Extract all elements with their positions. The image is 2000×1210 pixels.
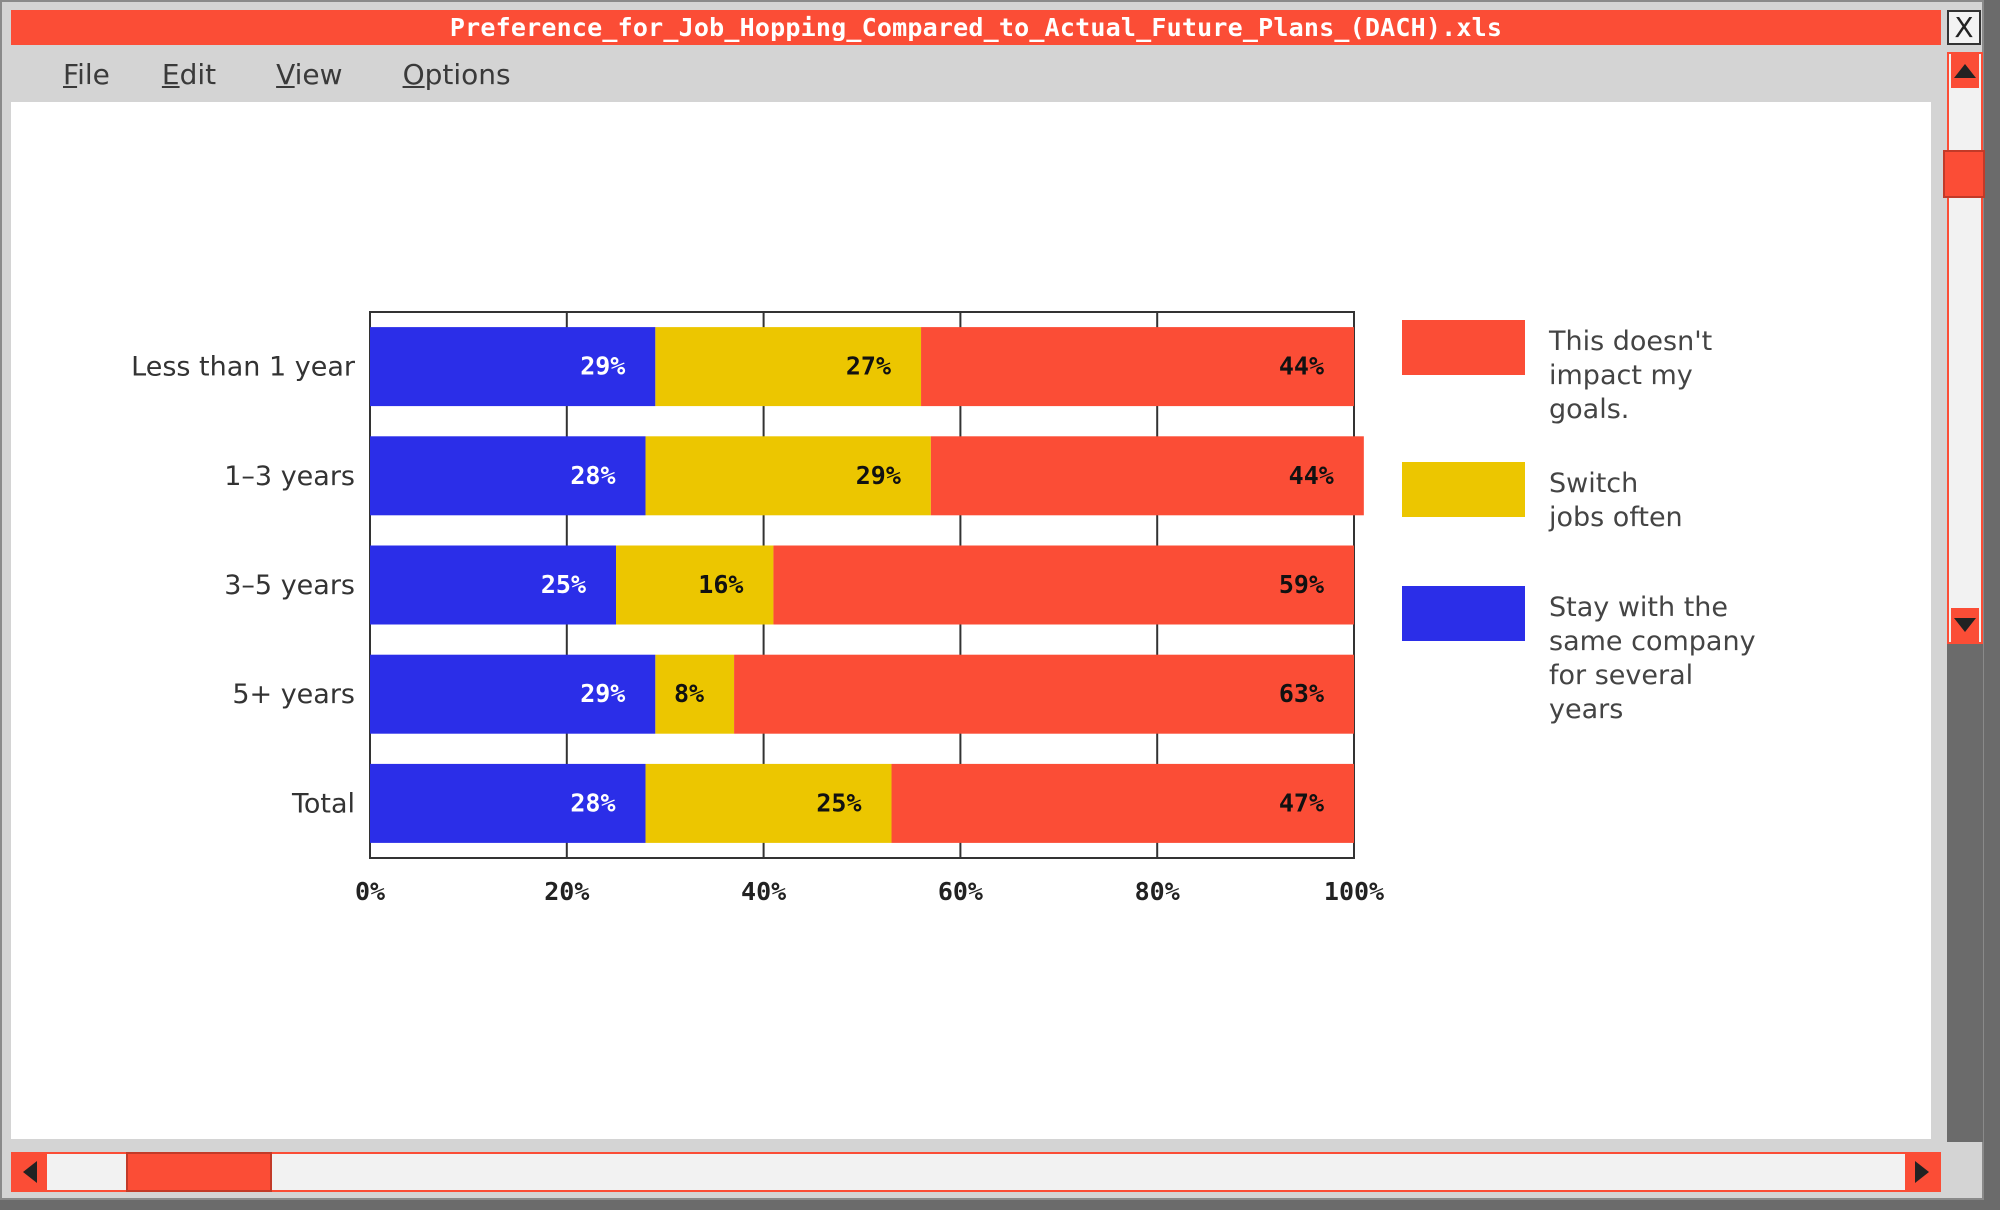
legend-label-line: impact my <box>1549 360 1693 391</box>
bar-segment <box>370 545 616 625</box>
legend-label-line: This doesn't <box>1548 326 1712 357</box>
x-tick-label: 40% <box>741 877 786 906</box>
menu-edit-rest: dit <box>179 57 217 91</box>
data-label: 27% <box>846 352 891 381</box>
bar-segment <box>921 327 1354 407</box>
data-label: 29% <box>856 461 901 490</box>
menu-options[interactable]: Options <box>403 58 511 91</box>
scrollbar-gutter <box>1947 644 1983 1142</box>
data-label: 63% <box>1279 679 1324 708</box>
title-bar: Preference_for_Job_Hopping_Compared_to_A… <box>11 10 1941 45</box>
legend-swatch <box>1402 320 1525 375</box>
menu-file-rest: ile <box>77 57 110 91</box>
bar-segment <box>370 327 656 407</box>
data-label: 25% <box>816 788 861 817</box>
menu-options-rest: ptions <box>424 57 511 91</box>
data-label: 29% <box>580 679 625 708</box>
legend-label-line: Switch <box>1549 468 1638 499</box>
horizontal-scroll-thumb[interactable] <box>126 1152 272 1192</box>
legend-label-line: Stay with the <box>1549 592 1728 623</box>
data-label: 28% <box>570 788 615 817</box>
legend-swatch <box>1402 586 1525 641</box>
menu-edit-accel: E <box>161 57 180 91</box>
data-label: 59% <box>1279 570 1324 599</box>
chart-area: 0% 20% 40% 60% 80% 100% Less than 1 year 29% 27%… <box>11 102 1931 1139</box>
arrow-left-icon <box>23 1161 37 1183</box>
bar-segment <box>370 436 646 516</box>
x-tick-label: 20% <box>544 877 589 906</box>
legend-label: Stay with the same company for several year… <box>1549 592 1756 725</box>
x-tick-label: 80% <box>1135 877 1180 906</box>
menu-edit[interactable]: Edit <box>162 58 216 91</box>
data-label: 29% <box>580 352 625 381</box>
arrow-down-icon <box>1954 618 1976 632</box>
data-label: 25% <box>541 570 586 599</box>
category-label: Total <box>291 788 355 819</box>
bar-segment <box>645 763 892 843</box>
menu-file[interactable]: File <box>63 58 110 91</box>
arrow-up-icon <box>1954 64 1976 78</box>
bar-segment <box>773 545 1354 625</box>
scroll-up-button[interactable] <box>1951 54 1979 88</box>
menu-view[interactable]: View <box>276 58 342 91</box>
scroll-right-button[interactable] <box>1905 1154 1939 1190</box>
legend-label-line: same company <box>1549 626 1756 657</box>
close-icon: X <box>1954 11 1974 44</box>
legend-label: This doesn't impact my goals. <box>1548 326 1712 425</box>
x-tick-label: 0% <box>355 877 385 906</box>
horizontal-scrollbar[interactable] <box>11 1152 1941 1192</box>
bar-segment <box>370 763 646 843</box>
arrow-right-icon <box>1915 1161 1929 1183</box>
legend-swatch <box>1402 462 1525 517</box>
data-label: 8% <box>674 679 704 708</box>
legend-label-line: jobs often <box>1548 502 1683 533</box>
bar-segment <box>734 654 1354 734</box>
menu-file-accel: F <box>63 57 78 91</box>
stacked-bar-chart: 0% 20% 40% 60% 80% 100% Less than 1 year 29% 27%… <box>131 311 1756 906</box>
menu-view-accel: V <box>276 57 295 91</box>
menu-bar: File Edit View Options <box>11 49 1931 99</box>
legend-label-line: years <box>1549 694 1623 725</box>
bar-segment <box>891 763 1354 843</box>
bar-segment <box>370 654 656 734</box>
data-label: 16% <box>698 570 743 599</box>
category-label: Less than 1 year <box>131 352 356 383</box>
legend-label: Switch jobs often <box>1548 468 1683 533</box>
menu-options-accel: O <box>402 57 425 91</box>
data-label: 47% <box>1279 788 1324 817</box>
data-label: 44% <box>1289 461 1334 490</box>
legend-label-line: for several <box>1549 660 1693 691</box>
bar-segment <box>616 545 774 625</box>
bar-segment <box>655 327 922 407</box>
category-label: 5+ years <box>232 679 355 710</box>
bar-segment <box>930 436 1364 516</box>
data-label: 28% <box>570 461 615 490</box>
scroll-left-button[interactable] <box>13 1154 47 1190</box>
bar-segment <box>645 436 931 516</box>
category-label: 1–3 years <box>224 461 355 492</box>
scroll-down-button[interactable] <box>1951 608 1979 642</box>
x-tick-label: 100% <box>1324 877 1384 906</box>
close-button[interactable]: X <box>1947 10 1981 45</box>
data-label: 44% <box>1279 352 1324 381</box>
x-tick-label: 60% <box>938 877 983 906</box>
category-label: 3–5 years <box>224 570 355 601</box>
menu-view-rest: iew <box>294 57 343 91</box>
legend-label-line: goals. <box>1549 394 1629 425</box>
bar-segment <box>655 654 735 734</box>
vertical-scroll-thumb[interactable] <box>1943 150 1985 198</box>
window-title: Preference_for_Job_Hopping_Compared_to_A… <box>449 13 1503 42</box>
vertical-scrollbar[interactable] <box>1943 52 1985 644</box>
